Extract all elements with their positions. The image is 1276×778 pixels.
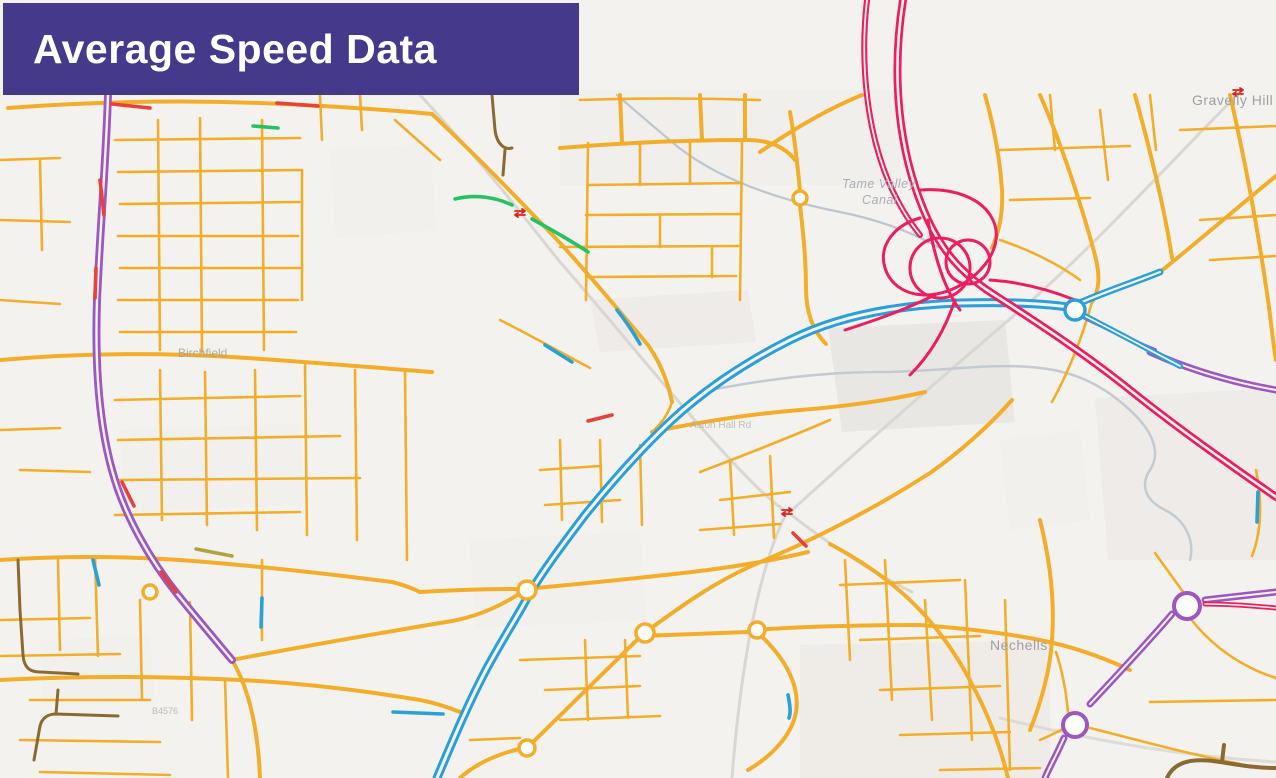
label-b4576: B4576 [152,706,178,716]
label-tame-valley-1: Tame Valley [842,177,916,191]
label-birchfield: Birchfield [178,346,227,360]
station-icon [514,208,526,218]
pink-roads-layer [843,0,1276,611]
teal-segments-layer [91,308,1260,720]
major-roads-layer [0,93,1276,778]
label-aston-hall-rd: Aston Hall Rd [690,420,751,431]
station-icon [1232,87,1244,97]
water-layer [615,93,1193,562]
minor-roads-layer [0,93,1276,778]
title-banner: Average Speed Data [3,3,579,95]
label-gravelly-hill: Gravelly Hill [1192,92,1273,108]
roundabouts-layer [141,189,1202,758]
green-segments-layer [251,124,590,254]
label-nechells: Nechells [990,637,1048,653]
station-icon [781,507,793,517]
landuse-layer [40,90,1276,778]
stations-layer [514,87,1244,517]
page-title: Average Speed Data [33,25,437,72]
blue-roads-layer [432,268,1183,778]
brown-roads-layer [16,93,1276,778]
red-segments-layer [93,101,808,594]
label-tame-valley-2: Canal [862,193,898,207]
olive-segments-layer [194,547,234,558]
labels-layer: Gravelly Hill Tame Valley Canal Birchfie… [152,92,1273,716]
